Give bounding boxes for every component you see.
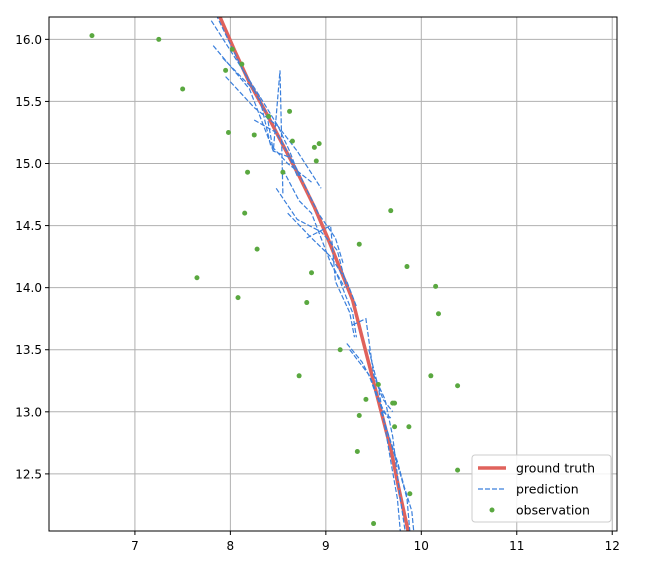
observation-point: [356, 413, 362, 419]
axes: 7 8 9 10 11 12 12.5 13.0 13.5 14.0 14.5 15.0 15.5 16.…: [15, 33, 620, 553]
observation-point: [392, 424, 398, 430]
prediction-line: [210, 20, 300, 177]
observation-point: [245, 169, 251, 175]
x-tick-label: 7: [131, 539, 139, 553]
observation-point: [194, 275, 200, 281]
plot-frame: [48, 16, 618, 532]
observation-point: [356, 241, 362, 247]
prediction-line: [222, 57, 312, 183]
y-tick-label: 12.5: [15, 467, 42, 481]
observation-point: [428, 373, 434, 379]
prediction-line: [384, 424, 415, 531]
data-area: [89, 17, 461, 531]
observation-point: [280, 169, 286, 175]
observation-point: [404, 264, 410, 270]
observation-point: [229, 46, 235, 52]
observation-point: [251, 132, 257, 138]
legend-label: prediction: [516, 482, 579, 497]
observation-point: [406, 424, 412, 430]
legend-label: ground truth: [516, 461, 595, 476]
observation-point: [287, 108, 293, 114]
y-tick-label: 13.0: [15, 405, 42, 419]
ground-truth-line: [218, 17, 410, 531]
observation-point: [289, 138, 295, 144]
observation-point: [156, 36, 162, 42]
legend-observation-swatch: [489, 507, 495, 513]
y-tick-label: 14.5: [15, 219, 42, 233]
y-tick-label: 15.0: [15, 157, 42, 171]
prediction-line: [275, 187, 348, 288]
prediction-line: [373, 374, 406, 531]
observation-point: [455, 383, 461, 389]
y-tick-label: 13.5: [15, 343, 42, 357]
y-tick-label: 15.5: [15, 95, 42, 109]
observation-point: [239, 61, 245, 67]
observation-point: [392, 400, 398, 406]
observation-point: [311, 144, 317, 150]
observation-point: [354, 449, 360, 455]
prediction-line: [346, 343, 389, 419]
prediction-line: [253, 119, 344, 263]
y-tick-label: 14.0: [15, 281, 42, 295]
observation-point: [316, 141, 322, 147]
x-tick-label: 12: [605, 539, 620, 553]
legend-box: [471, 454, 612, 523]
observation-point: [371, 521, 377, 527]
prediction-line: [368, 349, 401, 531]
x-tick-label: 10: [414, 539, 429, 553]
observation-point: [388, 208, 394, 214]
x-tick-label: 9: [322, 539, 330, 553]
observation-point: [235, 295, 241, 301]
legend: ground truth prediction observation: [471, 454, 612, 523]
observation-point: [407, 491, 413, 497]
legend-label: observation: [516, 503, 590, 518]
prediction-line: [306, 224, 356, 338]
observation-point: [89, 33, 95, 39]
y-tick-label: 16.0: [15, 33, 42, 47]
observation-point: [309, 270, 315, 276]
observation-point: [363, 396, 369, 402]
grid: [49, 17, 617, 531]
observation-point: [435, 311, 441, 317]
observation-point: [433, 283, 439, 289]
prediction-line: [225, 76, 322, 189]
prediction-line: [349, 349, 392, 419]
observation-point: [254, 246, 260, 252]
observation-point: [455, 467, 461, 473]
observation-point: [304, 300, 310, 306]
observation-point: [223, 67, 229, 73]
x-tick-label: 11: [509, 539, 524, 553]
observation-point: [242, 210, 248, 216]
observation-point: [225, 129, 231, 135]
prediction-line: [212, 45, 284, 195]
prediction-line: [287, 212, 357, 307]
observation-point: [375, 381, 381, 387]
observation-point: [337, 347, 343, 353]
observation-point: [313, 158, 319, 164]
observation-point: [180, 86, 186, 92]
observation-point: [266, 113, 272, 119]
x-tick-label: 8: [227, 539, 235, 553]
prediction-line: [216, 17, 298, 177]
observation-point: [296, 373, 302, 379]
